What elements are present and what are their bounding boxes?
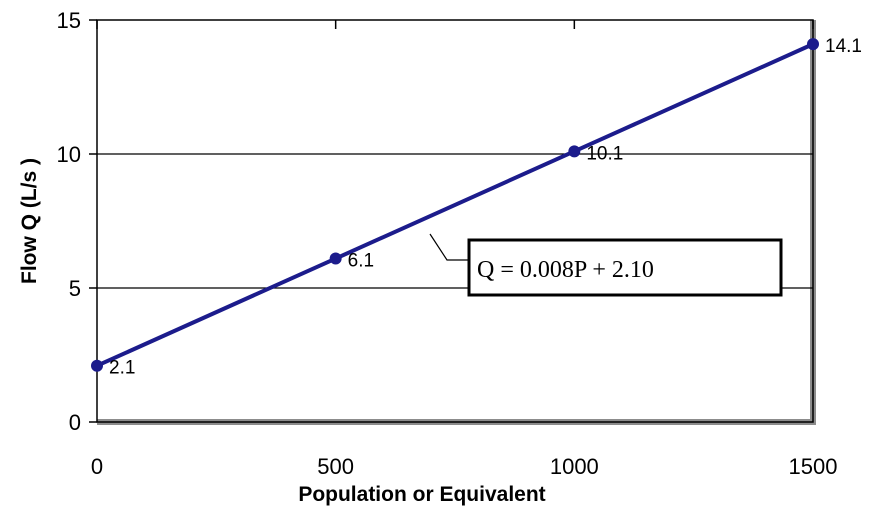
data-label: 10.1 [586, 143, 623, 164]
data-point [329, 252, 342, 265]
y-tick-label: 15 [57, 8, 81, 33]
x-axis-title: Population or Equivalent [298, 483, 545, 506]
data-labels: 2.1 6.1 10.1 14.1 [109, 36, 862, 379]
plot-frame [96, 19, 814, 423]
y-axis-title: Flow Q (L/s ) [18, 158, 41, 284]
x-tick-label: 500 [317, 454, 354, 479]
equation-leader-line [429, 233, 470, 261]
data-point [807, 38, 819, 51]
data-point [91, 359, 103, 372]
data-point [568, 145, 581, 158]
y-tick-label: 10 [57, 142, 81, 167]
data-label: 14.1 [825, 36, 862, 57]
data-label: 6.1 [348, 251, 374, 272]
equation-box [467, 238, 783, 297]
y-tick-label: 0 [69, 410, 81, 435]
x-tick-label: 1000 [550, 454, 599, 479]
y-tick-label: 5 [69, 276, 81, 301]
series-line [96, 42, 814, 368]
series-flow [91, 38, 819, 372]
x-tick-label: 1500 [789, 454, 838, 479]
data-label: 2.1 [109, 358, 135, 379]
x-tick-label: 0 [91, 454, 103, 479]
equation-text: Q = 0.008P + 2.10 [477, 257, 654, 283]
y-axis: 0 5 10 15 [57, 8, 97, 435]
x-axis: 0 500 1000 1500 [91, 20, 838, 479]
